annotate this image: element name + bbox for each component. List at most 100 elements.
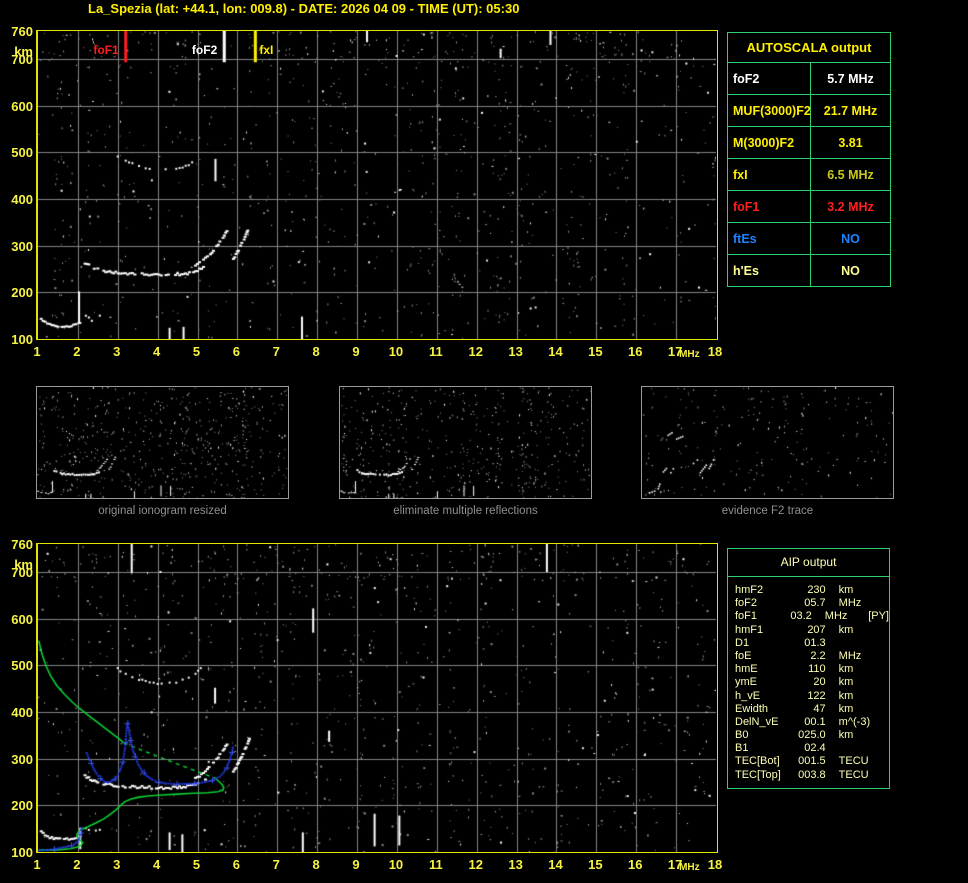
- aip-param-value: 110: [808, 663, 826, 676]
- aip-param-label: DelN_vE: [735, 715, 779, 728]
- x-axis-tick-label: 9: [352, 857, 360, 872]
- thumbnail-evidence-f2: [641, 386, 894, 499]
- aip-param-value: 00.1: [804, 715, 826, 728]
- x-axis-tick-label: 8: [312, 344, 320, 359]
- aip-param-unit: km: [838, 623, 854, 636]
- y-axis-tick-label: 400: [11, 705, 33, 720]
- aip-row-foe: foE 2.2 MHz: [735, 650, 889, 663]
- x-axis-tick-label: 16: [628, 344, 643, 359]
- x-axis-tick-label: 13: [508, 857, 523, 872]
- x-axis-tick-label: 7: [272, 857, 280, 872]
- autoscala-param-label: foF1: [728, 191, 811, 222]
- x-axis-tick-label: 14: [548, 344, 563, 359]
- aip-param-value: 122: [807, 689, 826, 702]
- thumbnail-eliminate-canvas: [340, 387, 591, 498]
- autoscala-param-value: 21.7 MHz: [823, 103, 878, 118]
- x-axis-tick-label: 1: [33, 857, 41, 872]
- aip-row-fof2: foF2 05.7 MHz: [735, 597, 889, 610]
- autoscala-output-panel: AUTOSCALA output foF2 5.7 MHz MUF(3000)F2 2…: [727, 32, 891, 287]
- x-axis-tick-label: 18: [707, 344, 723, 359]
- thumbnail-original-ionogram: [36, 386, 289, 499]
- autoscala-rows: foF2 5.7 MHz MUF(3000)F2 21.7 MHz M(3000)F2 3…: [728, 63, 890, 286]
- aip-param-label: foF2: [735, 597, 758, 610]
- aip-param-extra: [884, 769, 889, 782]
- autoscala-row-fof1: foF1 3.2 MHz: [728, 191, 890, 223]
- autoscala-row-muf3000f2: MUF(3000)F2 21.7 MHz: [728, 95, 890, 127]
- autoscala-param-label: ftEs: [728, 223, 811, 254]
- x-axis-tick-label: 6: [232, 857, 241, 872]
- x-axis-tick-label: 4: [153, 344, 161, 359]
- autoscala-param-value: 6.5 MHz: [827, 167, 874, 182]
- aip-row-delnve: DelN_vE 00.1 m^(-3): [735, 716, 889, 729]
- autoscala-param-value: NO: [841, 231, 860, 246]
- top-ionogram-plot: [36, 30, 718, 340]
- x-axis-tick-label: 10: [388, 344, 404, 359]
- x-axis-tick-label: 15: [588, 857, 603, 872]
- autoscala-param-value: NO: [841, 263, 860, 278]
- aip-param-extra: [884, 584, 889, 597]
- x-axis-tick-label: 11: [428, 344, 443, 359]
- autoscala-row-m3000f2: M(3000)F2 3.81: [728, 127, 890, 159]
- aip-param-unit: km: [838, 689, 854, 702]
- thumbnail-caption-evidence: evidence F2 trace: [721, 505, 814, 517]
- x-axis-tick-label: 7: [272, 344, 280, 359]
- aip-param-value: 003.8: [798, 768, 826, 781]
- x-axis-tick-label: 3: [113, 344, 121, 359]
- bottom-ionogram-canvas: [38, 544, 716, 852]
- aip-param-value: 230: [807, 584, 826, 596]
- thumbnail-original-canvas: [37, 387, 288, 498]
- aip-row-hme: hmE 110 km: [735, 663, 889, 676]
- autoscala-param-value: 5.7 MHz: [827, 71, 874, 86]
- aip-param-extra: [884, 597, 889, 610]
- y-axis-tick-label: 200: [11, 285, 33, 301]
- autoscala-param-label: fxI: [728, 159, 811, 190]
- aip-param-value: 001.5: [798, 755, 826, 768]
- top-ionogram-canvas: [38, 31, 716, 339]
- x-axis-tick-label: 3: [113, 857, 121, 872]
- aip-param-extra: [884, 703, 889, 716]
- aip-param-unit: km: [838, 584, 854, 596]
- aip-param-unit: MHz: [838, 649, 862, 662]
- x-axis-tick-label: 9: [352, 344, 360, 359]
- aip-param-extra: [884, 676, 889, 689]
- aip-rows: hmF2 230 km foF2 05.7 MHz foF1 03.2 MHz [PY] hmF1 2…: [728, 577, 889, 782]
- aip-row-hmf2: hmF2 230 km: [735, 584, 889, 597]
- y-axis-tick-label: 600: [11, 98, 33, 114]
- aip-param-unit: km: [838, 676, 854, 689]
- x-axis-tick-label: 14: [548, 857, 563, 872]
- autoscala-row-fxi: fxI 6.5 MHz: [728, 159, 890, 191]
- x-axis-tick-label: 13: [508, 344, 523, 359]
- autoscala-row-ftes: ftEs NO: [728, 223, 890, 255]
- aip-param-extra: [884, 663, 889, 676]
- y-axis-tick-label: 760: [11, 537, 33, 552]
- autoscala-param-value: 3.2 MHz: [827, 199, 874, 214]
- aip-row-tectop: TEC[Top] 003.8 TECU: [735, 769, 889, 782]
- aip-param-extra: [884, 729, 889, 742]
- aip-param-value: 025.0: [798, 729, 826, 742]
- aip-param-unit: TECU: [838, 768, 869, 781]
- x-axis-tick-label: 4: [153, 857, 161, 872]
- aip-param-unit: m^(-3): [838, 715, 871, 728]
- marker-label-fof1: foF1: [93, 43, 119, 57]
- aip-param-extra: [884, 690, 889, 703]
- aip-param-extra: [PY]: [868, 610, 889, 623]
- aip-output-panel: AIP output hmF2 230 km foF2 05.7 MHz foF1 03.2 M…: [727, 548, 890, 789]
- y-axis-tick-label: 500: [11, 145, 33, 161]
- aip-param-label: B1: [735, 742, 749, 755]
- x-axis-tick-label: 12: [468, 344, 483, 359]
- aip-param-extra: [884, 755, 889, 768]
- aip-param-value: 47: [813, 702, 826, 715]
- aip-row-yme: ymE 20 km: [735, 676, 889, 689]
- aip-param-unit: [826, 637, 884, 650]
- aip-param-label: D1: [735, 636, 750, 649]
- aip-row-ewidth: Ewidth 47 km: [735, 703, 889, 716]
- x-axis-tick-label: 8: [312, 857, 320, 872]
- aip-param-extra: [884, 650, 889, 663]
- aip-param-value: 05.7: [804, 597, 826, 610]
- autoscala-row-fof2: foF2 5.7 MHz: [728, 63, 890, 95]
- x-axis-tick-label: 5: [192, 344, 201, 359]
- aip-param-label: B0: [735, 729, 749, 742]
- aip-param-value: 207: [807, 623, 826, 636]
- x-axis-tick-label: 16: [628, 857, 643, 872]
